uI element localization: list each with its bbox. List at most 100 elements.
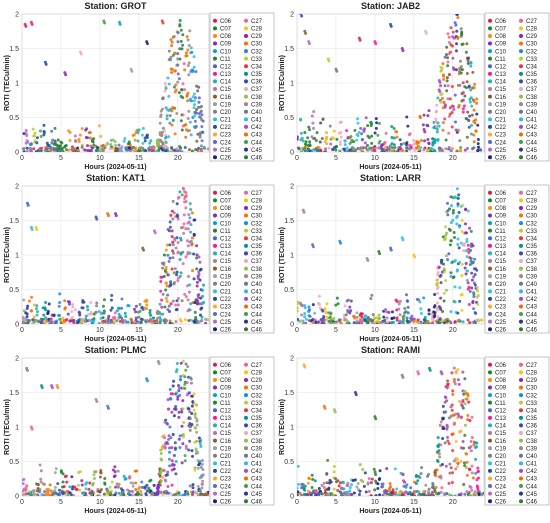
roti-point — [446, 97, 450, 101]
roti-point — [370, 293, 374, 297]
roti-point — [191, 95, 195, 99]
roti-point — [446, 84, 450, 88]
legend-marker — [488, 140, 492, 145]
roti-point — [475, 484, 479, 488]
roti-point — [74, 149, 78, 152]
roti-point — [459, 293, 463, 297]
legend-marker — [519, 102, 523, 107]
roti-point — [92, 477, 96, 481]
roti-point — [27, 492, 31, 496]
roti-point — [456, 196, 460, 200]
legend-label: C41 — [251, 290, 263, 296]
roti-point — [348, 136, 352, 140]
roti-point — [117, 306, 121, 310]
roti-point — [80, 306, 84, 310]
legend-label: C19 — [495, 274, 507, 280]
roti-point — [325, 318, 329, 322]
roti-point — [195, 148, 199, 152]
legend-marker — [244, 251, 248, 256]
roti-point — [172, 453, 176, 457]
roti-point — [189, 381, 193, 385]
legend-label: C28 — [526, 371, 538, 377]
y-axis-label: ROTI (TECu/min) — [279, 227, 286, 283]
roti-point — [468, 100, 472, 104]
roti-point — [50, 129, 54, 133]
roti-point — [471, 260, 475, 264]
roti-point — [102, 311, 106, 315]
roti-point — [463, 492, 467, 496]
roti-point — [471, 147, 475, 151]
legend-marker — [519, 94, 523, 99]
roti-point — [390, 135, 394, 139]
roti-point — [435, 130, 439, 134]
roti-point — [349, 309, 353, 313]
roti-point — [442, 100, 446, 104]
roti-point — [83, 148, 87, 152]
roti-point — [172, 414, 176, 418]
roti-point — [155, 319, 159, 323]
roti-point — [441, 436, 445, 440]
x-axis-label: Hours (2024-05-11) — [84, 336, 146, 343]
roti-point — [457, 211, 461, 215]
roti-point — [131, 484, 135, 488]
roti-point — [138, 309, 142, 313]
roti-point — [136, 490, 140, 494]
roti-point — [169, 280, 173, 284]
roti-points — [22, 359, 209, 496]
legend-label: C32 — [526, 49, 538, 55]
roti-point — [475, 286, 479, 290]
roti-point — [35, 227, 39, 231]
roti-point — [132, 320, 136, 324]
legend-marker — [244, 33, 248, 38]
roti-point — [436, 96, 440, 100]
roti-point — [452, 231, 456, 235]
legend-label: C07 — [495, 371, 507, 377]
roti-point — [56, 386, 60, 390]
roti-point — [297, 486, 299, 490]
roti-point — [78, 313, 82, 317]
roti-point — [470, 278, 474, 282]
roti-point — [193, 103, 196, 107]
legend-label: C39 — [251, 274, 263, 280]
roti-point — [466, 209, 470, 213]
roti-point — [133, 146, 137, 150]
x-tick-label: 10 — [371, 155, 379, 162]
roti-point — [197, 293, 201, 297]
roti-point — [390, 316, 394, 320]
roti-point — [437, 124, 441, 128]
y-tick-label: 1.5 — [9, 46, 19, 53]
roti-point — [122, 493, 126, 496]
roti-point — [183, 493, 187, 496]
roti-point — [390, 146, 394, 150]
roti-point — [181, 186, 185, 190]
roti-point — [151, 491, 155, 495]
roti-point — [164, 248, 168, 252]
roti-point — [187, 109, 191, 113]
roti-point — [177, 415, 181, 419]
roti-point — [436, 285, 440, 289]
roti-point — [189, 239, 193, 243]
legend-label: C24 — [495, 140, 507, 146]
roti-point — [476, 149, 480, 152]
roti-point — [332, 321, 336, 324]
roti-point — [161, 142, 165, 146]
roti-point — [451, 449, 455, 453]
roti-point — [192, 252, 196, 256]
roti-point — [441, 62, 445, 66]
roti-point — [50, 386, 54, 390]
roti-point — [476, 487, 480, 491]
roti-point — [476, 469, 480, 473]
roti-point — [297, 309, 299, 313]
legend-label: C08 — [495, 206, 507, 212]
roti-point — [323, 150, 327, 152]
roti-point — [86, 308, 90, 312]
legend-label: C44 — [251, 312, 263, 318]
roti-point — [414, 473, 418, 477]
roti-point — [138, 149, 142, 152]
roti-point — [448, 462, 452, 466]
roti-point — [338, 120, 342, 124]
roti-point — [381, 149, 385, 152]
roti-point — [424, 31, 428, 35]
legend-label: C42 — [526, 125, 538, 131]
roti-point — [465, 42, 469, 46]
